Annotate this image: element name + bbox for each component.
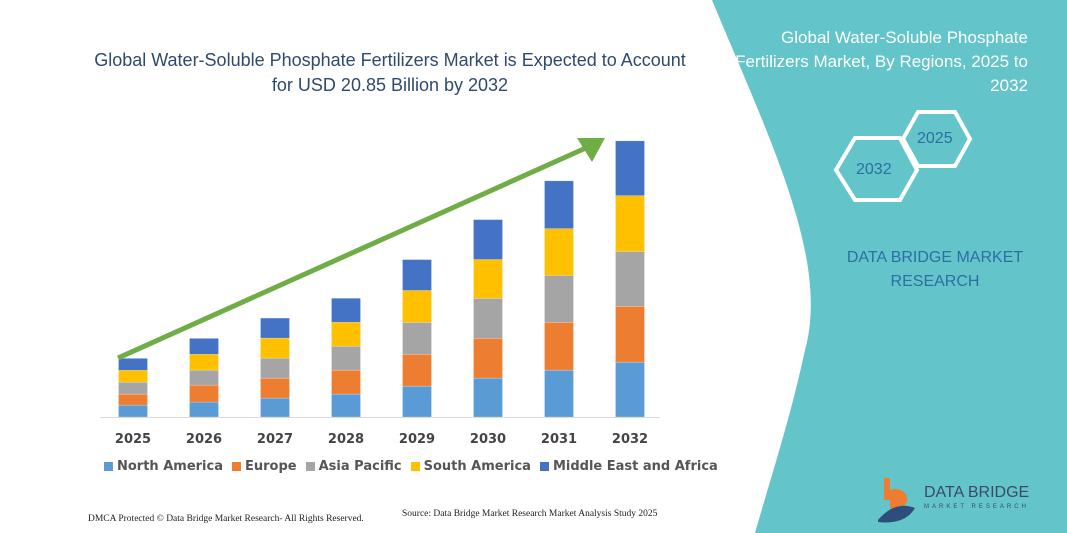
bar-segment-asia-pacific-2029 xyxy=(402,322,432,355)
stacked-bar-chart: 2025 2026 2027 2028 2029 2030 2031 2032 xyxy=(100,138,660,447)
legend-swatch xyxy=(232,462,241,471)
bar-segment-south-america-2031 xyxy=(544,228,574,276)
bar-segment-south-america-2029 xyxy=(402,290,432,323)
bar-segment-south-america-2030 xyxy=(473,259,503,299)
hex-label-end: 2032 xyxy=(856,161,892,178)
hexagon-2032 xyxy=(833,136,920,202)
bar-segment-middle-east-and-africa-2026 xyxy=(189,338,219,355)
x-tick-label: 2025 xyxy=(115,432,151,447)
legend-swatch xyxy=(104,462,113,471)
x-tick-label: 2029 xyxy=(399,432,435,447)
legend-label: North America xyxy=(117,459,223,474)
x-tick-label: 2027 xyxy=(257,432,293,447)
logo-mark xyxy=(878,478,915,523)
bar-segment-south-america-2025 xyxy=(118,369,148,383)
hex-label-start: 2025 xyxy=(917,130,953,147)
bar-segment-south-america-2026 xyxy=(189,353,219,371)
legend-label: Europe xyxy=(245,459,297,474)
bar-segment-north-america-2031 xyxy=(544,369,574,418)
bar-segment-asia-pacific-2027 xyxy=(260,357,290,379)
legend-label: Middle East and Africa xyxy=(552,459,718,474)
legend-item: Asia Pacific xyxy=(305,459,402,474)
bar-segment-asia-pacific-2026 xyxy=(189,369,219,386)
bar-segment-europe-2031 xyxy=(544,322,574,371)
bar-segment-middle-east-and-africa-2028 xyxy=(331,297,361,323)
bar-segment-south-america-2027 xyxy=(260,337,290,359)
bar-segment-asia-pacific-2025 xyxy=(118,381,148,395)
x-tick-label: 2026 xyxy=(186,432,222,447)
legend-label: South America xyxy=(423,459,531,474)
bar-segment-middle-east-and-africa-2032 xyxy=(615,140,645,196)
side-panel-shape xyxy=(712,0,1067,533)
bar-segment-europe-2029 xyxy=(402,353,432,387)
bar-segment-asia-pacific-2031 xyxy=(544,275,574,323)
source-note: Source: Data Bridge Market Research Mark… xyxy=(402,509,658,519)
legend-swatch xyxy=(539,462,549,471)
brand-text: DATA BRIDGE MARKET RESEARCH xyxy=(846,249,1024,290)
bar-segment-north-america-2032 xyxy=(615,361,645,418)
trend-arrow-line xyxy=(116,144,590,361)
bar-segment-europe-2025 xyxy=(118,393,148,406)
bar-segment-europe-2026 xyxy=(189,384,219,403)
x-tick-label: 2028 xyxy=(328,432,364,447)
trend-arrow-head xyxy=(577,138,605,162)
bar-segment-north-america-2029 xyxy=(402,385,432,418)
x-tick-label: 2030 xyxy=(470,432,506,447)
bar-segment-asia-pacific-2032 xyxy=(615,251,645,307)
bar-segment-north-america-2026 xyxy=(189,401,219,418)
bar-segment-south-america-2032 xyxy=(615,195,645,252)
bar-segment-middle-east-and-africa-2025 xyxy=(118,358,148,371)
bar-segment-north-america-2025 xyxy=(118,404,148,418)
chart-title: Global Water-Soluble Phosphate Fertilize… xyxy=(94,50,686,95)
side-panel-title: Global Water-Soluble Phosphate Fertilize… xyxy=(735,28,1028,95)
x-tick-label: 2032 xyxy=(612,432,648,447)
bar-segment-asia-pacific-2028 xyxy=(331,345,361,371)
legend-swatch xyxy=(305,462,315,471)
x-tick-label: 2031 xyxy=(541,432,577,447)
legend-label: Asia Pacific xyxy=(318,459,402,474)
legend-item: North America xyxy=(104,459,223,474)
bar-segment-europe-2027 xyxy=(260,377,290,399)
hexagon-2025 xyxy=(900,110,973,168)
bar-segment-europe-2030 xyxy=(473,337,503,379)
chart-legend: North America Europe Asia Pacific South Ame… xyxy=(104,459,718,474)
bar-segment-europe-2028 xyxy=(331,369,361,395)
bar-segment-europe-2032 xyxy=(615,306,645,363)
legend-item: South America xyxy=(410,459,531,474)
legend-item: Europe xyxy=(232,459,297,474)
dmca-notice: DMCA Protected © Data Bridge Market Rese… xyxy=(88,514,364,524)
bar-segment-asia-pacific-2030 xyxy=(473,298,503,339)
bar-segment-middle-east-and-africa-2029 xyxy=(402,259,432,291)
bar-segment-north-america-2030 xyxy=(473,377,503,418)
logo-subtitle: MARKET RESEARCH xyxy=(924,504,1029,510)
bar-segment-middle-east-and-africa-2030 xyxy=(473,219,503,260)
legend-item: Middle East and Africa xyxy=(539,459,718,474)
bar-segment-middle-east-and-africa-2027 xyxy=(260,317,290,339)
bar-segment-south-america-2028 xyxy=(331,321,361,347)
logo-name: DATA BRIDGE xyxy=(924,484,1030,501)
bar-segment-middle-east-and-africa-2031 xyxy=(544,180,574,229)
bar-segment-north-america-2028 xyxy=(331,393,361,418)
legend-swatch xyxy=(410,462,420,471)
bar-segment-north-america-2027 xyxy=(260,397,290,418)
